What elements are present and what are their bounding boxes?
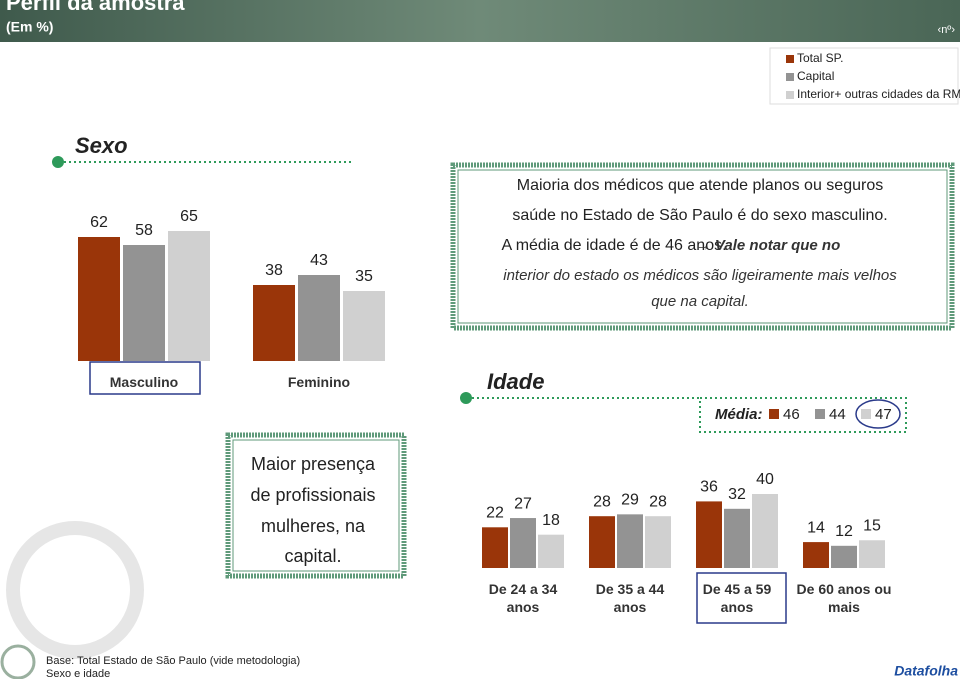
- category-label: Masculino: [109, 374, 179, 390]
- bar: [803, 542, 829, 568]
- bar: [617, 514, 643, 568]
- value-label: 36: [700, 479, 718, 496]
- watermark: [6, 521, 144, 659]
- legend-swatch: [786, 73, 794, 81]
- section-title: Sexo: [75, 133, 128, 158]
- category-label: De 45 a 59 anos: [702, 581, 772, 615]
- value-label: 43: [310, 252, 328, 269]
- callout-text: de profissionais: [250, 485, 375, 505]
- legend-swatch: [786, 91, 794, 99]
- callout-inner: [232, 439, 400, 572]
- mean-value: 47: [875, 406, 892, 423]
- value-label: 29: [621, 492, 639, 509]
- brand: Datafolha: [894, 663, 958, 679]
- category-label: De 60 anos ou mais: [796, 581, 892, 615]
- bar: [831, 545, 857, 568]
- page-title: Perfil da amostra: [6, 0, 185, 15]
- bar: [123, 245, 165, 361]
- bar: [510, 518, 536, 568]
- callout-text: Maioria dos médicos que atende planos ou…: [517, 177, 883, 194]
- section-dot: [52, 156, 64, 168]
- page-number: ‹nº›: [938, 24, 956, 36]
- legend-label: Interior+ outras cidades da RM: [797, 87, 960, 101]
- mean-value: 44: [829, 406, 846, 423]
- bar: [645, 516, 671, 568]
- callout-text: mulheres, na: [261, 516, 366, 536]
- bar: [696, 501, 722, 568]
- value-label: 32: [728, 486, 746, 503]
- callout-text: que na capital.: [651, 293, 749, 310]
- legend-label: Total SP.: [797, 51, 843, 65]
- bar: [168, 231, 210, 361]
- value-label: 38: [265, 262, 283, 279]
- bar: [78, 237, 120, 361]
- value-label: 62: [90, 214, 108, 231]
- footer-note: Sexo e idade: [46, 668, 110, 679]
- section-title: Idade: [487, 369, 544, 394]
- legend-swatch: [786, 55, 794, 63]
- highlight-box: [89, 361, 201, 395]
- callout-box: [225, 432, 407, 579]
- bar: [343, 291, 385, 361]
- callout-text: capital.: [284, 546, 341, 566]
- callout-inner: [457, 169, 948, 324]
- header-band: [0, 0, 960, 42]
- value-label: 35: [355, 268, 373, 285]
- bar: [298, 275, 340, 361]
- mean-box: [699, 397, 907, 433]
- section-dot: [460, 392, 472, 404]
- bar: [253, 285, 295, 361]
- category-label: De 24 a 34 anos: [488, 581, 558, 615]
- legend-label: Capital: [797, 69, 834, 83]
- highlight-box: [696, 572, 787, 624]
- callout-text: interior do estado os médicos são ligeir…: [503, 267, 897, 284]
- bar: [589, 516, 615, 568]
- value-label: 22: [486, 505, 504, 522]
- legend-box: [769, 47, 959, 105]
- callout-text: A média de idade é de 46 anos.: [501, 237, 726, 254]
- value-label: 27: [514, 495, 532, 512]
- value-label: 58: [135, 222, 153, 239]
- category-label: Feminino: [287, 374, 351, 390]
- callout-box: [450, 162, 955, 331]
- bar: [538, 534, 564, 568]
- value-label: 28: [593, 493, 611, 510]
- callout-text: Maior presença: [251, 454, 376, 474]
- footer-base: Base: Total Estado de São Paulo (vide me…: [46, 655, 300, 667]
- value-label: 12: [835, 523, 853, 540]
- bar: [724, 508, 750, 568]
- value-label: 28: [649, 493, 667, 510]
- bar: [482, 527, 508, 568]
- mean-swatch: [769, 409, 779, 419]
- bar: [752, 494, 778, 568]
- mean-swatch: [815, 409, 825, 419]
- value-label: 18: [542, 512, 560, 529]
- value-label: 15: [863, 517, 881, 534]
- value-label: 14: [807, 519, 825, 536]
- category-label: De 35 a 44 anos: [595, 581, 665, 615]
- logo: [0, 644, 36, 679]
- mean-label: Média:: [715, 406, 763, 423]
- mean-highlight: [855, 399, 901, 429]
- bar: [859, 540, 885, 568]
- callout-text: saúde no Estado de São Paulo é do sexo m…: [512, 207, 887, 224]
- callout-text: → Vale notar que no: [696, 237, 840, 254]
- mean-swatch: [861, 409, 871, 419]
- mean-value: 46: [783, 406, 800, 423]
- page-subtitle: (Em %): [6, 19, 53, 35]
- value-label: 65: [180, 208, 198, 225]
- value-label: 40: [756, 471, 774, 488]
